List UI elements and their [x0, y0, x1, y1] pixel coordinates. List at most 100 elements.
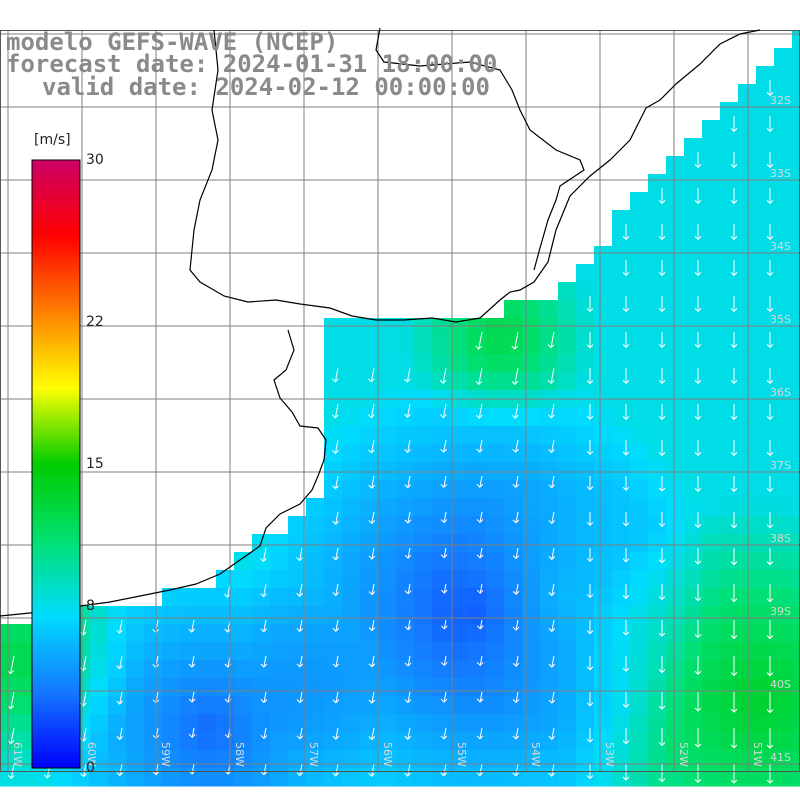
wind-arrow-head	[766, 91, 774, 97]
wind-arrow-head	[260, 771, 268, 776]
wind-arrow	[479, 439, 483, 453]
wind-arrow	[407, 655, 411, 667]
wind-arrow	[515, 655, 519, 667]
wind-arrow-head	[548, 628, 556, 633]
wind-arrow-head	[188, 628, 196, 633]
wind-arrow-head	[730, 487, 738, 493]
wind-arrow	[10, 727, 15, 744]
wind-arrow	[191, 727, 195, 738]
wind-arrow	[299, 727, 303, 739]
longitude-label: 54W	[529, 742, 542, 767]
latitude-label: 37S	[770, 459, 791, 472]
wind-arrow-head	[622, 776, 630, 781]
wind-arrow	[155, 763, 159, 775]
wind-arrow	[191, 691, 195, 703]
wind-arrow	[371, 619, 375, 631]
wind-arrow-head	[766, 127, 774, 133]
wind-arrow-head	[694, 524, 702, 529]
wind-arrow	[118, 619, 123, 634]
wind-arrow	[479, 763, 483, 776]
latitude-label: 40S	[770, 678, 791, 691]
wind-vectors	[7, 80, 774, 784]
wind-arrow-head	[260, 593, 267, 598]
graticule	[0, 30, 800, 772]
wind-arrow-head	[730, 415, 738, 421]
wind-arrow-head	[658, 487, 666, 492]
wind-arrow-head	[694, 199, 702, 205]
wind-arrow-head	[475, 345, 483, 350]
wind-arrow-head	[368, 699, 376, 704]
wind-arrow	[191, 619, 195, 633]
wind-arrow-head	[116, 629, 123, 634]
wind-arrow-head	[440, 483, 448, 489]
wind-arrow-head	[622, 451, 630, 456]
wind-arrow	[407, 691, 411, 703]
wind-arrow-head	[622, 703, 630, 708]
wind-arrow	[191, 655, 195, 668]
wind-arrow-head	[586, 594, 594, 599]
wind-arrow	[263, 655, 267, 668]
latitude-label: 32S	[770, 94, 791, 107]
wind-arrow-head	[80, 737, 87, 742]
colorbar-tick: 0	[86, 760, 95, 776]
wind-arrow	[443, 619, 447, 629]
wind-arrow	[406, 367, 411, 383]
wind-arrow-head	[586, 702, 594, 707]
wind-arrow	[263, 691, 267, 703]
longitude-label: 56W	[381, 742, 394, 767]
colorbar-unit-label: [m/s]	[34, 132, 71, 148]
wind-arrow	[515, 619, 519, 631]
wind-arrow	[299, 763, 303, 776]
wind-arrow-head	[548, 592, 556, 597]
wind-arrow-head	[476, 735, 484, 740]
longitude-label: 53W	[603, 742, 616, 767]
wind-arrow	[443, 439, 447, 453]
wind-arrow-head	[766, 744, 774, 749]
wind-arrow-head	[511, 414, 519, 419]
wind-arrow	[334, 403, 339, 418]
wind-arrow-head	[440, 448, 448, 453]
wind-arrow-head	[548, 449, 555, 454]
wind-arrow	[515, 763, 519, 776]
wind-arrow-head	[586, 308, 594, 313]
wind-arrow-head	[730, 561, 738, 566]
wind-arrow	[551, 619, 555, 632]
wind-arrow-head	[694, 451, 702, 457]
wind-arrow-head	[730, 307, 738, 313]
wind-arrow	[407, 727, 411, 740]
wind-arrow	[371, 475, 375, 489]
wind-arrow-head	[296, 663, 304, 668]
longitude-label: 51W	[751, 742, 764, 767]
wind-arrow-head	[296, 699, 304, 704]
colorbar	[31, 159, 81, 769]
wind-arrow	[443, 547, 447, 558]
wind-arrow-head	[730, 744, 738, 749]
wind-arrow-head	[766, 415, 774, 421]
wind-arrow-head	[224, 593, 231, 598]
longitude-label: 52W	[677, 742, 690, 767]
wind-arrow	[442, 367, 447, 384]
wind-arrow-head	[368, 736, 376, 741]
wind-arrow-head	[694, 779, 702, 784]
wind-arrow	[335, 727, 339, 740]
wind-arrow-head	[766, 487, 774, 493]
wind-arrow	[407, 583, 411, 594]
latitude-label: 36S	[770, 386, 791, 399]
wind-arrow-head	[730, 127, 738, 133]
wind-arrow-head	[79, 702, 87, 707]
wind-arrow-head	[512, 448, 519, 453]
wind-arrow-head	[548, 699, 556, 704]
wind-arrow-head	[766, 199, 774, 205]
coastline-uruguay-interior	[375, 27, 585, 271]
wind-arrow	[407, 619, 411, 630]
wind-arrow	[335, 691, 339, 703]
wind-arrow	[550, 403, 555, 418]
wind-arrow-head	[368, 449, 375, 454]
latitude-label: 34S	[770, 240, 791, 253]
wind-arrow	[443, 691, 447, 703]
wind-arrow	[370, 403, 375, 418]
wind-arrow-head	[511, 380, 519, 386]
wind-arrow-head	[766, 561, 774, 566]
wind-arrow	[551, 511, 555, 524]
